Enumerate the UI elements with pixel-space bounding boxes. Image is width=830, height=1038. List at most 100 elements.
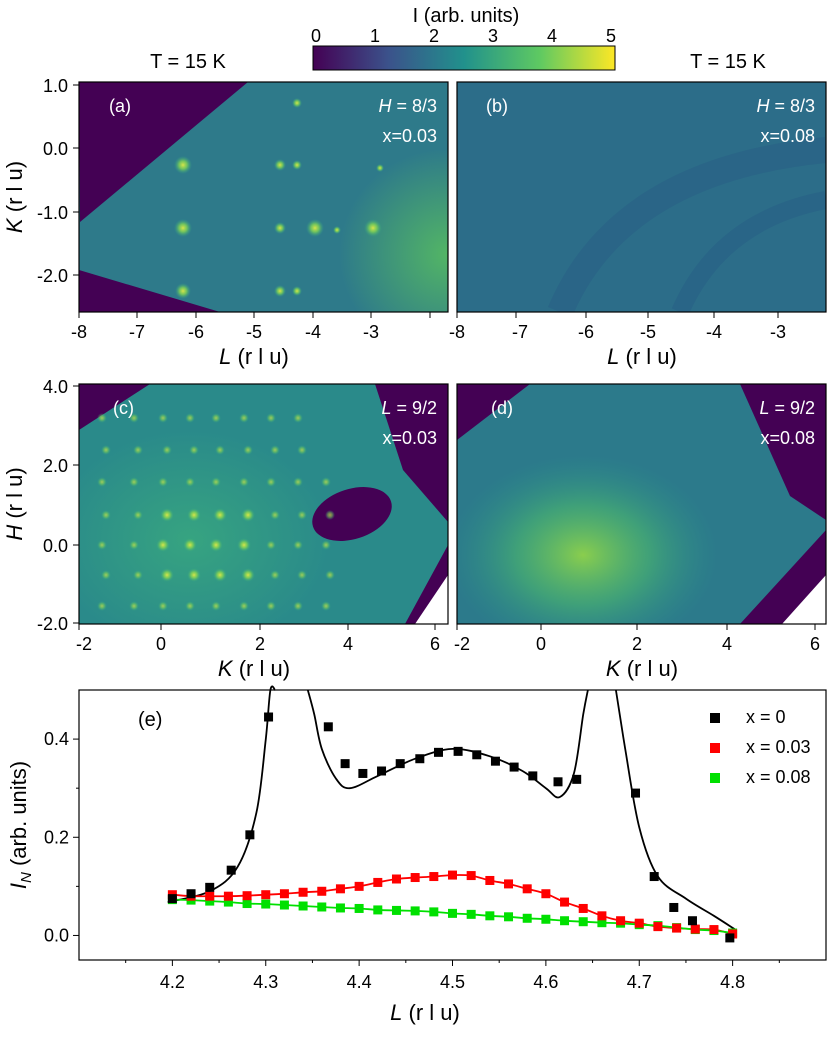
y-tick-labels: 1.0 0.0 -1.0 -2.0	[37, 76, 68, 286]
x-ticks	[456, 312, 779, 318]
panel-c: -2 0 2 4 6 4.0 2.0 0.0 -2.0 K (r l u) H …	[2, 377, 449, 681]
data-point	[504, 912, 514, 922]
unmeasured-region	[782, 575, 826, 624]
bragg-peak	[189, 445, 199, 455]
data-point	[504, 879, 514, 889]
data-point	[373, 877, 383, 887]
x-tick-label: -6	[188, 322, 204, 342]
x-tick-label: 2	[255, 634, 265, 654]
bragg-peaks	[174, 98, 384, 299]
bragg-peak	[162, 445, 172, 455]
panel-doping: x=0.03	[382, 428, 437, 448]
x-tick-label: -5	[246, 322, 262, 342]
bragg-peak	[239, 477, 249, 487]
x-tick-label: -8	[449, 322, 465, 342]
data-point	[653, 922, 663, 932]
data-point	[410, 873, 420, 883]
fit-curve	[167, 685, 276, 903]
x-tick-label: 4.2	[160, 972, 185, 992]
colorbar: I (arb. units) 0 1 2 3 4 5	[311, 5, 616, 71]
y-tick-label: 0.0	[43, 536, 68, 556]
no-data-region	[375, 384, 448, 522]
plot-frame	[78, 689, 827, 961]
x-tick-label: -6	[578, 322, 594, 342]
y-ticks	[73, 84, 79, 276]
data-point	[429, 907, 439, 917]
fit-curves	[167, 685, 736, 935]
data-point	[433, 747, 443, 757]
data-point	[373, 905, 383, 915]
colorbar-tick: 0	[311, 26, 321, 46]
bragg-peak	[158, 601, 168, 611]
bragg-peak	[101, 445, 111, 455]
bragg-peak	[237, 538, 251, 552]
colorbar-title: I (arb. units)	[413, 5, 520, 27]
legend-marker	[710, 713, 720, 723]
data-point	[616, 916, 626, 926]
temperature-label-left: T = 15 K	[150, 51, 226, 73]
data-point	[242, 891, 252, 901]
data-point	[395, 759, 405, 769]
bragg-peak	[270, 510, 280, 520]
y-tick-label: 0.2	[44, 827, 69, 847]
bragg-peak	[158, 477, 168, 487]
y-axis-label: H (r l u)	[2, 467, 27, 540]
data-point	[453, 746, 463, 756]
data-point	[264, 712, 274, 722]
bragg-peak	[293, 540, 303, 550]
bragg-peak	[321, 601, 331, 611]
bragg-peak	[239, 413, 249, 423]
data-point	[528, 771, 538, 781]
bragg-peak	[211, 413, 221, 423]
bragg-peak	[325, 570, 335, 580]
bragg-peak	[133, 445, 143, 455]
data-point	[167, 894, 177, 904]
panel-b: -8 -7 -6 -5 -4 -3 L (r l u) (b) H = 8/3 …	[449, 81, 827, 369]
y-tick-label: 4.0	[43, 377, 68, 397]
bragg-peak	[187, 508, 201, 522]
data-point	[578, 903, 588, 913]
y-tick-label: 0.0	[43, 139, 68, 159]
x-tick-labels: -8 -7 -6 -5 -4 -3	[71, 322, 379, 342]
no-data-region	[740, 384, 826, 520]
y-tick-label: 2.0	[43, 456, 68, 476]
x-tick-label: 4.4	[347, 972, 372, 992]
data-point	[226, 865, 236, 875]
bragg-peak	[133, 510, 143, 520]
y-axis-label: K (r l u)	[2, 161, 27, 233]
bragg-peak	[266, 540, 276, 550]
data-point	[279, 900, 289, 910]
colorbar-tick: 1	[370, 26, 380, 46]
data-point	[298, 901, 308, 911]
no-data-region	[79, 270, 220, 312]
x-tick-label: 6	[430, 634, 440, 654]
data-point	[410, 906, 420, 916]
data-point	[261, 899, 271, 909]
bragg-peak	[213, 568, 227, 582]
data-point	[245, 830, 255, 840]
diffuse-scattering	[457, 455, 718, 624]
plot-frame	[78, 81, 449, 313]
panel-label: (d)	[491, 398, 513, 418]
data-point	[377, 766, 387, 776]
data-point	[242, 899, 252, 909]
panel-doping: x=0.08	[760, 428, 815, 448]
bragg-peak	[325, 510, 335, 520]
bragg-peak	[293, 477, 303, 487]
bragg-peak	[266, 413, 276, 423]
x-ticks	[78, 312, 431, 318]
bragg-peak	[101, 510, 111, 520]
bragg-peak	[297, 510, 307, 520]
data-point	[631, 788, 641, 798]
data-point	[340, 759, 350, 769]
data-point	[597, 918, 607, 928]
data-point	[323, 722, 333, 732]
bragg-peak	[129, 601, 139, 611]
x-axis-label: K (r l u)	[606, 656, 678, 681]
data-point	[466, 909, 476, 919]
x-tick-label: -5	[640, 322, 656, 342]
bragg-peak	[160, 508, 174, 522]
data-point	[223, 897, 233, 907]
data-point	[634, 918, 644, 928]
